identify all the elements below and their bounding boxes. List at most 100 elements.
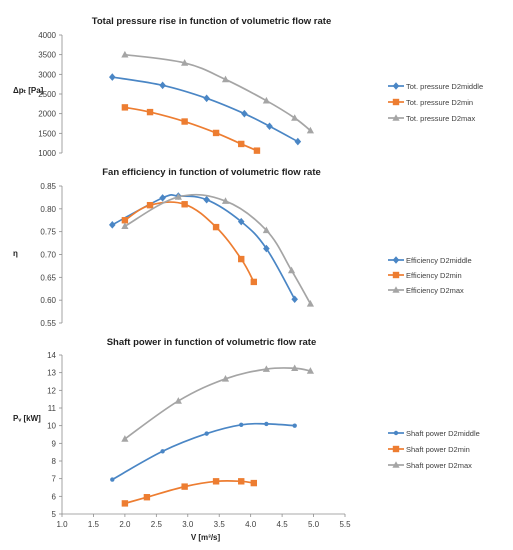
data-point: [262, 226, 270, 234]
legend-item: Shaft power D2max: [388, 461, 472, 470]
series-1: [109, 192, 298, 304]
data-point: [212, 478, 220, 485]
legend-item: Efficiency D2max: [388, 286, 464, 295]
data-point: [204, 431, 209, 436]
data-point: [174, 193, 182, 200]
y-axis-label: η: [13, 249, 18, 258]
legend-label: Tot. pressure D2max: [406, 114, 475, 123]
y-tick-label: 12: [47, 386, 56, 395]
chart-1: Total pressure rise in function of volum…: [13, 16, 483, 158]
series-line: [112, 76, 299, 143]
data-point: [291, 364, 299, 372]
chart-3: Shaft power in function of volumetric fl…: [13, 337, 480, 542]
data-point: [264, 421, 269, 427]
y-tick-label: 7: [52, 475, 57, 484]
legend-item: Tot. pressure D2middle: [388, 82, 483, 91]
x-tick-label: 2.5: [151, 520, 163, 529]
data-point: [110, 477, 115, 482]
y-tick-label: 11: [48, 404, 57, 413]
y-tick-label: 0.60: [40, 296, 56, 305]
data-point: [121, 222, 129, 229]
y-tick-label: 13: [47, 369, 56, 378]
data-point: [287, 266, 296, 274]
series-2: [121, 478, 258, 507]
data-point: [237, 217, 245, 226]
y-tick-label: 3500: [38, 51, 56, 60]
data-point: [181, 201, 188, 208]
series-3: [121, 193, 315, 307]
y-tick-label: 1000: [38, 149, 56, 158]
data-point: [238, 478, 245, 485]
y-tick-label: 14: [47, 351, 56, 360]
chart-title: Shaft power in function of volumetric fl…: [107, 337, 317, 348]
legend-item: Efficiency D2middle: [388, 256, 472, 265]
y-tick-label: 9: [52, 439, 57, 448]
y-tick-label: 0.70: [40, 251, 56, 260]
data-point: [221, 375, 230, 382]
data-point: [203, 94, 210, 103]
y-tick-label: 10: [47, 422, 56, 431]
legend-marker: [392, 256, 400, 264]
data-point: [221, 75, 230, 83]
y-tick-label: 2500: [38, 90, 56, 99]
data-point: [221, 197, 230, 204]
data-point: [262, 365, 270, 372]
data-point: [294, 137, 302, 146]
y-tick-label: 5: [52, 510, 57, 519]
x-tick-label: 5.5: [339, 520, 351, 529]
data-point: [292, 423, 297, 428]
data-point: [181, 483, 188, 490]
series-1: [109, 73, 302, 146]
data-point: [109, 221, 116, 229]
y-axis-label: Pᵥ [kW]: [13, 414, 41, 423]
chart-2: Fan efficiency in function of volumetric…: [13, 167, 472, 328]
legend-marker: [392, 461, 400, 468]
x-tick-label: 2.0: [119, 520, 131, 529]
data-point: [121, 217, 129, 224]
legend-item: Shaft power D2min: [388, 445, 470, 454]
data-point: [160, 449, 165, 454]
data-point: [121, 435, 129, 442]
legend-marker: [392, 286, 400, 293]
data-point: [238, 255, 245, 263]
legend-marker: [393, 430, 399, 436]
y-tick-label: 0.55: [40, 319, 56, 328]
data-point: [121, 50, 129, 58]
data-point: [181, 59, 189, 66]
series-line: [124, 367, 311, 440]
y-tick-label: 0.75: [40, 228, 56, 237]
y-tick-label: 0.80: [40, 205, 56, 214]
legend-marker: [392, 271, 400, 279]
x-tick-label: 4.0: [245, 520, 257, 529]
legend-marker: [392, 114, 400, 121]
legend-marker: [392, 445, 400, 453]
y-tick-label: 1500: [38, 129, 56, 138]
data-point: [109, 73, 116, 81]
x-tick-label: 5.0: [308, 520, 320, 529]
legend-label: Tot. pressure D2min: [406, 98, 473, 107]
chart-title: Fan efficiency in function of volumetric…: [102, 167, 321, 178]
series-1: [110, 421, 297, 482]
x-axis-label: V [m³/s]: [191, 533, 221, 542]
legend-marker: [392, 82, 400, 90]
y-tick-label: 4000: [38, 31, 56, 40]
legend-label: Efficiency D2min: [406, 271, 462, 280]
legend-label: Tot. pressure D2middle: [406, 82, 483, 91]
legend-label: Shaft power D2min: [406, 445, 470, 454]
legend-marker: [392, 98, 400, 106]
y-tick-label: 6: [52, 492, 57, 501]
legend-label: Efficiency D2max: [406, 286, 464, 295]
data-point: [143, 494, 151, 501]
series-line: [124, 193, 312, 305]
data-point: [238, 140, 245, 148]
legend-label: Shaft power D2max: [406, 461, 472, 470]
legend-item: Efficiency D2min: [388, 271, 462, 280]
data-point: [174, 397, 182, 404]
x-tick-label: 4.5: [277, 520, 289, 529]
legend-item: Tot. pressure D2min: [388, 98, 473, 107]
data-point: [306, 126, 315, 134]
data-point: [146, 201, 154, 209]
data-point: [159, 81, 166, 90]
series-line: [124, 53, 311, 132]
data-point: [266, 122, 273, 131]
